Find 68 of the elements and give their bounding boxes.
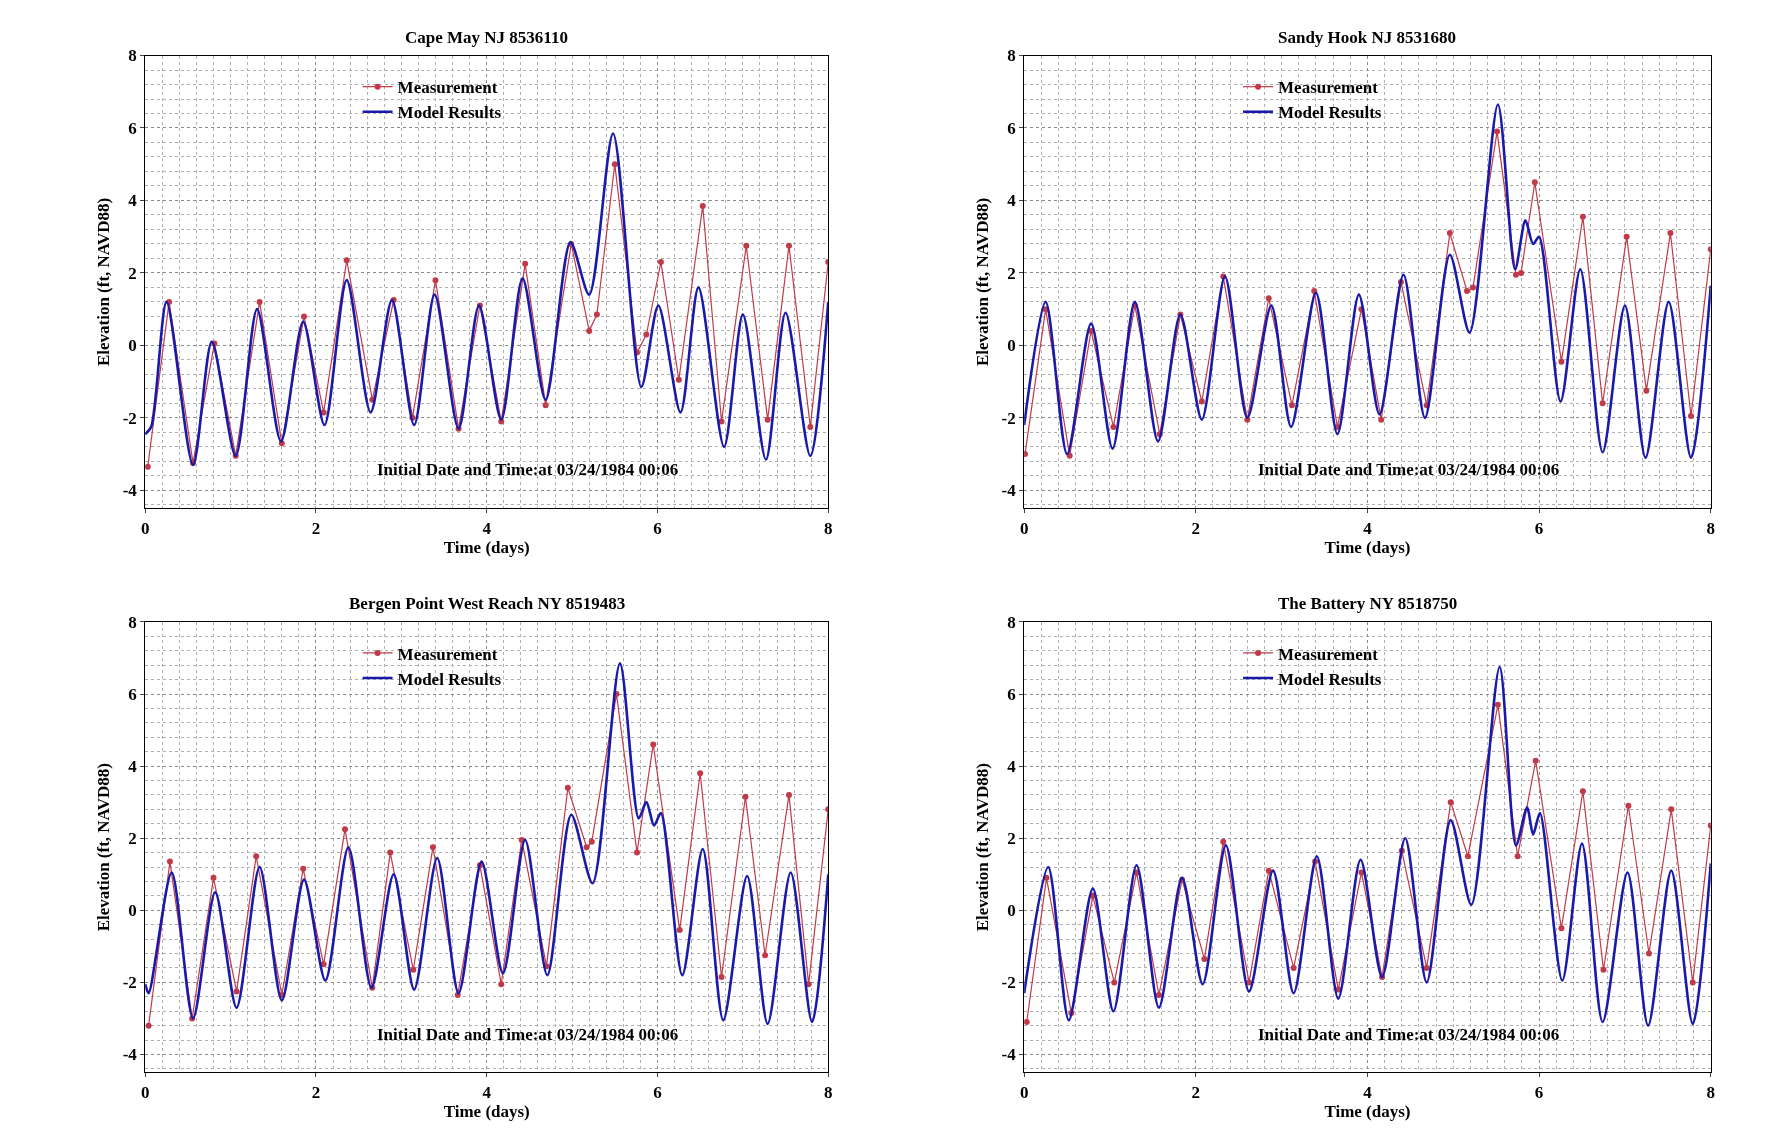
y-tick-label: -4 [1001, 1045, 1017, 1065]
legend-label: Model Results [1278, 103, 1382, 123]
y-axis-title: Elevation (ft, NAVD88) [94, 763, 114, 932]
y-tick-label: 2 [1007, 263, 1016, 283]
y-tick-label: -4 [122, 1045, 138, 1065]
x-tick-label: 6 [1534, 1082, 1544, 1102]
x-axis-title: Time (days) [1324, 537, 1411, 557]
legend-label: Model Results [397, 103, 502, 123]
legend-label: Measurement [1278, 644, 1379, 664]
x-axis-title: Time (days) [443, 1101, 530, 1121]
y-tick-label: 6 [1007, 684, 1016, 704]
y-axis-title: Elevation (ft, NAVD88) [973, 197, 993, 367]
y-tick-label: 8 [1007, 46, 1016, 66]
chart-title: Bergen Point West Reach NY 8519483 [349, 594, 626, 613]
y-tick-label: 0 [128, 901, 137, 921]
y-axis-title: Elevation (ft, NAVD88) [94, 197, 114, 367]
y-tick-label: 6 [1007, 118, 1016, 138]
x-tick-label: 2 [1191, 1082, 1201, 1102]
y-tick-label: -2 [122, 408, 137, 428]
y-tick-label: 4 [1007, 191, 1017, 211]
y-tick-label: 8 [1007, 612, 1016, 632]
y-tick-label: 8 [128, 612, 137, 632]
y-tick-label: 0 [1007, 901, 1016, 921]
y-tick-label: 0 [128, 336, 137, 356]
y-tick-label: -4 [122, 481, 138, 501]
y-tick-label: 4 [128, 191, 138, 211]
y-tick-label: -2 [122, 973, 137, 993]
x-tick-label: 4 [1363, 1082, 1373, 1102]
y-tick-label: 4 [1007, 757, 1017, 777]
annotation: Initial Date and Time:at 03/24/1984 00:06 [1258, 1025, 1560, 1044]
x-tick-label: 2 [311, 1082, 321, 1102]
x-tick-label: 8 [1706, 518, 1716, 538]
x-tick-label: 2 [311, 518, 321, 538]
x-tick-label: 2 [1191, 518, 1201, 538]
x-tick-label: 8 [824, 1082, 833, 1102]
x-tick-label: 6 [1534, 518, 1544, 538]
y-tick-label: 2 [128, 263, 137, 283]
legend-label: Measurement [397, 644, 498, 664]
y-tick-label: 0 [1007, 336, 1016, 356]
x-axis-title: Time (days) [443, 537, 530, 557]
annotation: Initial Date and Time:at 03/24/1984 00:06 [377, 460, 679, 479]
legend-label: Model Results [1278, 669, 1382, 689]
y-tick-label: 2 [1007, 829, 1016, 849]
annotation: Initial Date and Time:at 03/24/1984 00:06 [1258, 460, 1560, 479]
y-tick-label: -4 [1001, 481, 1017, 501]
x-tick-label: 4 [1363, 518, 1373, 538]
legend-label: Measurement [397, 78, 498, 98]
y-tick-label: 6 [128, 118, 137, 138]
y-tick-label: 6 [128, 684, 137, 704]
x-tick-label: 6 [653, 518, 662, 538]
chart-title: Cape May NJ 8536110 [405, 28, 568, 47]
x-axis-title: Time (days) [1324, 1101, 1411, 1121]
y-tick-label: -2 [1001, 973, 1016, 993]
x-tick-label: 8 [824, 518, 833, 538]
y-tick-label: -2 [1001, 408, 1016, 428]
x-tick-label: 4 [482, 518, 492, 538]
y-tick-label: 8 [128, 46, 137, 66]
x-tick-label: 8 [1706, 1082, 1716, 1102]
y-tick-label: 4 [128, 757, 138, 777]
chart-title: The Battery NY 8518750 [1278, 594, 1458, 613]
x-tick-label: 6 [653, 1082, 662, 1102]
legend-label: Measurement [1278, 78, 1379, 98]
x-tick-label: 4 [482, 1082, 492, 1102]
y-tick-label: 2 [128, 829, 137, 849]
chart-title: Sandy Hook NJ 8531680 [1278, 28, 1457, 47]
annotation: Initial Date and Time:at 03/24/1984 00:06 [377, 1025, 679, 1044]
legend-label: Model Results [397, 669, 502, 689]
y-axis-title: Elevation (ft, NAVD88) [973, 763, 993, 932]
